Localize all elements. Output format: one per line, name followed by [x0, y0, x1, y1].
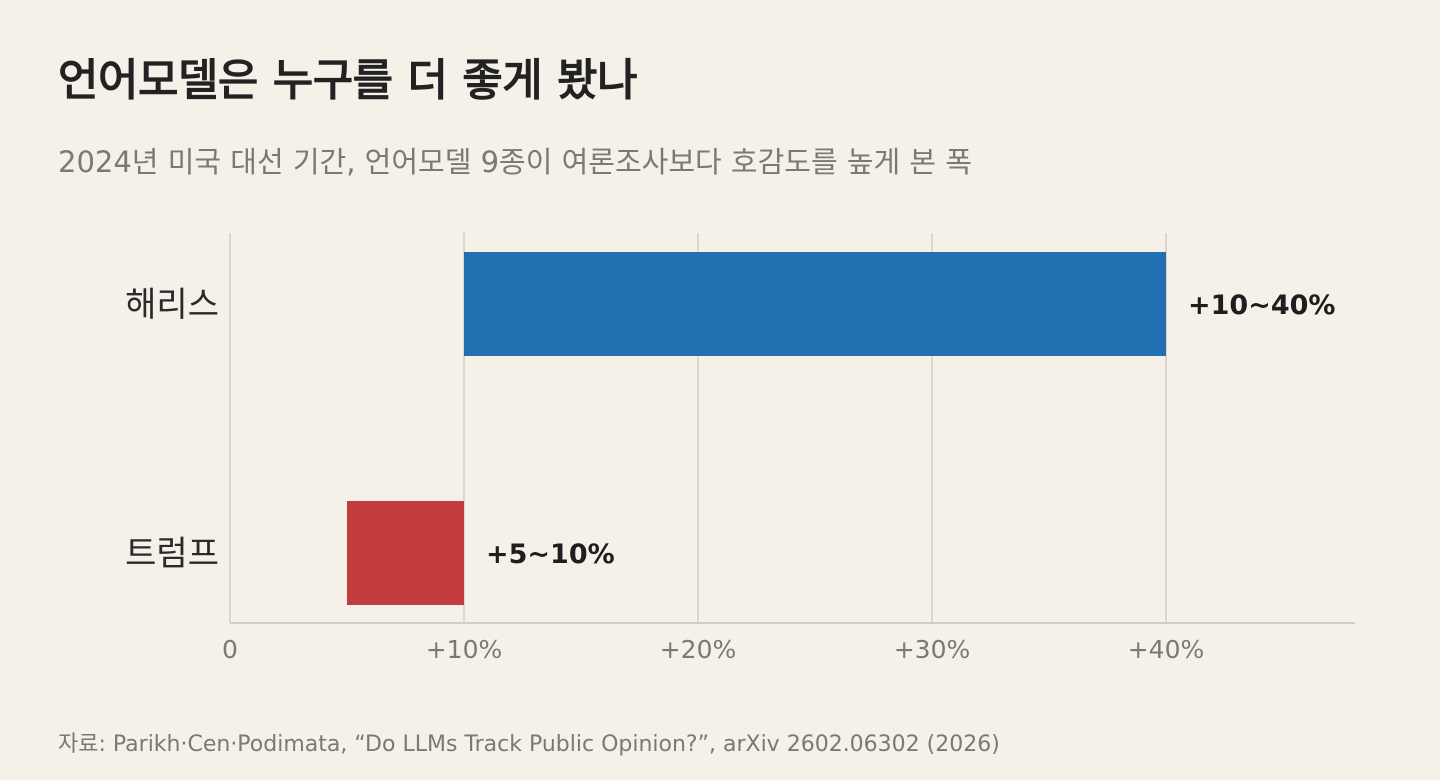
x-tick-label: +40% [1128, 635, 1205, 664]
category-label: 해리스 [125, 285, 219, 325]
chart-subtitle: 2024년 미국 대선 기간, 언어모델 9종이 여론조사보다 호감도를 높게 … [58, 145, 973, 179]
labels: 0 +10% +20% +30% +40% 해리스 +10~40% 트럼프 +5~10% [125, 285, 1335, 664]
data-label: +10~40% [1188, 290, 1335, 321]
data-label: +5~10% [486, 539, 615, 570]
x-tick-label: +20% [660, 635, 737, 664]
x-tick-label: +10% [426, 635, 503, 664]
bar [347, 501, 464, 605]
chart-title: 언어모델은 누구를 더 좋게 봤나 [58, 55, 638, 106]
x-tick-label: +30% [894, 635, 971, 664]
x-tick-label: 0 [222, 635, 238, 664]
bars [347, 252, 1166, 605]
source-note: 자료: Parikh·Cen·Podimata, “Do LLMs Track … [58, 732, 1000, 757]
bar [464, 252, 1166, 356]
category-label: 트럼프 [125, 534, 219, 574]
